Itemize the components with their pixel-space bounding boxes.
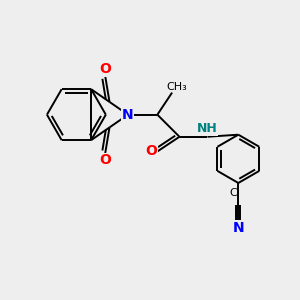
Text: N: N: [122, 108, 134, 122]
Text: O: O: [99, 62, 111, 76]
Text: NH: NH: [197, 122, 218, 135]
Text: O: O: [145, 145, 157, 158]
Text: N: N: [232, 221, 244, 235]
Text: O: O: [99, 153, 111, 167]
Text: C: C: [229, 188, 237, 197]
Text: CH₃: CH₃: [166, 82, 187, 92]
